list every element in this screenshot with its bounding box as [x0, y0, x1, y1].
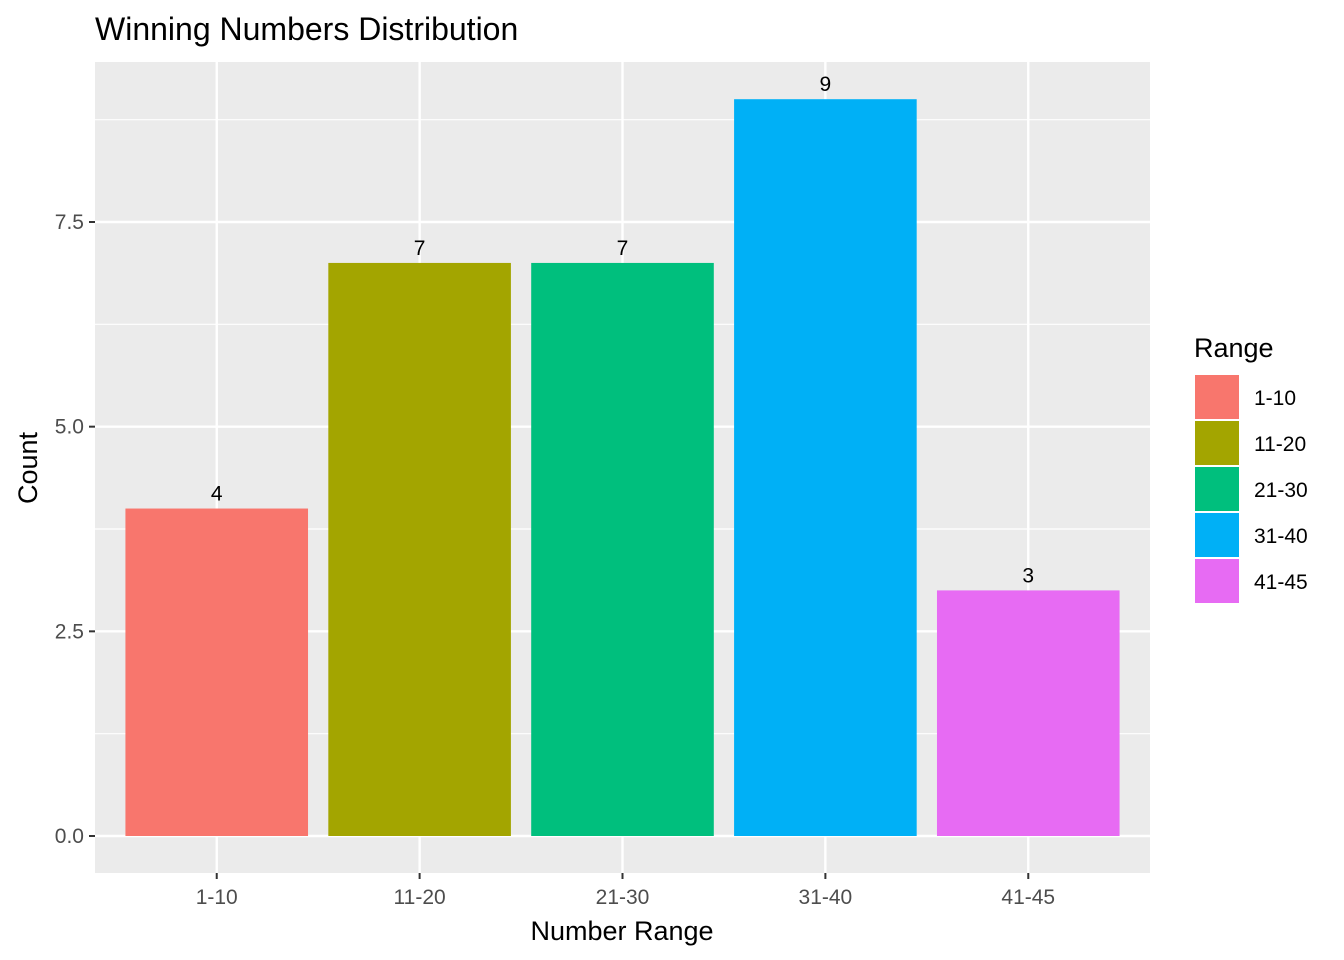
data-labels: 4 7 7 9 3	[211, 73, 1034, 587]
x-axis-title: Number Range	[530, 916, 713, 946]
data-label-31-40: 9	[820, 73, 832, 96]
legend: Range 1-10 11-20 21-30 31-40 41-45	[1193, 333, 1308, 605]
legend-label-41-45: 41-45	[1254, 571, 1308, 594]
bars	[125, 99, 1120, 836]
legend-label-11-20: 11-20	[1254, 433, 1306, 456]
legend-label-1-10: 1-10	[1254, 387, 1296, 410]
data-label-11-20: 7	[414, 237, 426, 260]
legend-label-21-30: 21-30	[1254, 479, 1308, 502]
y-axis: 0.0 2.5 5.0 7.5	[55, 211, 95, 848]
bar-1-10	[125, 508, 309, 836]
legend-key-1-10	[1193, 373, 1241, 421]
data-label-1-10: 4	[211, 483, 223, 506]
x-tick-label: 41-45	[1001, 886, 1055, 909]
legend-key-11-20	[1193, 419, 1241, 467]
legend-title: Range	[1194, 333, 1274, 363]
y-tick-label: 0.0	[55, 825, 84, 848]
bar-31-40	[734, 99, 917, 836]
legend-label-31-40: 31-40	[1254, 525, 1308, 548]
x-tick-label: 1-10	[196, 886, 238, 909]
x-tick-label: 21-30	[596, 886, 650, 909]
bar-11-20	[328, 262, 511, 836]
x-axis: 1-10 11-20 21-30 31-40 41-45	[196, 873, 1055, 909]
chart-title: Winning Numbers Distribution	[95, 11, 518, 47]
y-axis-title: Count	[13, 431, 43, 504]
legend-key-41-45	[1193, 557, 1241, 605]
y-tick-label: 2.5	[55, 620, 84, 643]
y-tick-label: 7.5	[55, 211, 84, 234]
legend-key-21-30	[1193, 465, 1241, 513]
bar-21-30	[531, 262, 714, 836]
y-tick-label: 5.0	[55, 416, 84, 439]
x-tick-label: 31-40	[799, 886, 853, 909]
data-label-41-45: 3	[1022, 564, 1034, 587]
bar-41-45	[936, 590, 1120, 836]
x-tick-label: 11-20	[394, 886, 446, 909]
data-label-21-30: 7	[617, 237, 629, 260]
legend-key-31-40	[1193, 511, 1241, 559]
